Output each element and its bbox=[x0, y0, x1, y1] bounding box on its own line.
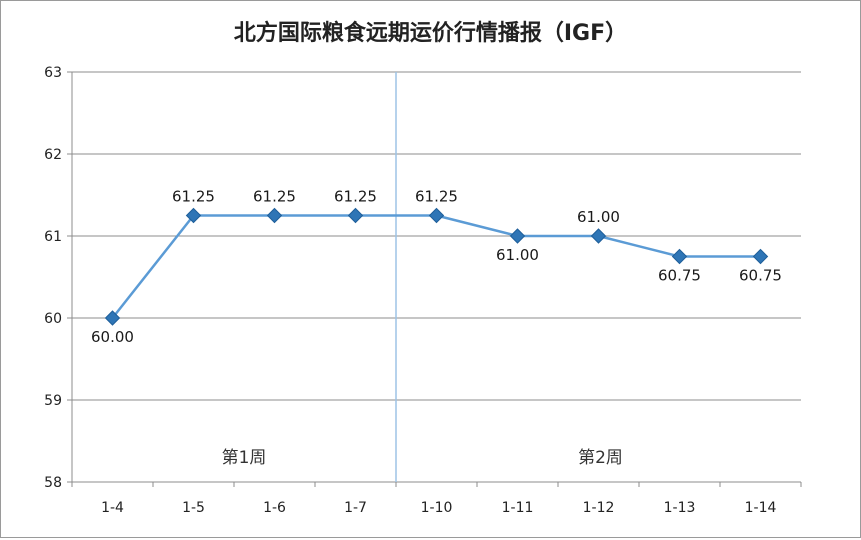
data-label-1-7: 61.25 bbox=[334, 188, 377, 206]
data-label-1-13: 60.75 bbox=[658, 267, 701, 285]
week-annotations: 第1周 第2周 bbox=[222, 448, 623, 468]
x-tick-label-1-4: 1-4 bbox=[101, 500, 124, 516]
x-tick-label-1-7: 1-7 bbox=[344, 500, 367, 516]
y-tick-label-62: 62 bbox=[44, 147, 62, 163]
data-label-1-12: 61.00 bbox=[577, 208, 620, 226]
x-axis-tick-labels: 1-4 1-5 1-6 1-7 1-10 1-11 1-12 1-13 1-14 bbox=[101, 500, 776, 516]
data-point-1-11 bbox=[509, 228, 526, 244]
week-2-label: 第2周 bbox=[578, 448, 623, 468]
y-tick-label-61: 61 bbox=[44, 229, 62, 245]
data-point-1-6 bbox=[266, 207, 283, 224]
y-axis-tick-labels: 58 59 60 61 62 63 bbox=[44, 65, 62, 491]
data-point-1-4 bbox=[104, 310, 121, 326]
x-tick-label-1-11: 1-11 bbox=[502, 500, 534, 516]
y-tick-label-63: 63 bbox=[44, 65, 62, 81]
data-label-1-14: 60.75 bbox=[739, 267, 782, 285]
x-tick-label-1-5: 1-5 bbox=[182, 500, 205, 516]
y-tick-label-59: 59 bbox=[44, 393, 62, 409]
x-tick-label-1-14: 1-14 bbox=[745, 500, 777, 516]
data-point-1-12 bbox=[590, 228, 607, 244]
data-point-1-10 bbox=[428, 207, 445, 224]
y-tick-label-60: 60 bbox=[44, 311, 62, 327]
data-point-1-5 bbox=[185, 207, 202, 224]
data-labels: 60.00 61.25 61.25 61.25 61.25 61.00 61.00 60.75… bbox=[91, 188, 782, 347]
data-point-1-7 bbox=[347, 207, 364, 224]
data-points bbox=[104, 207, 769, 326]
x-tick-label-1-13: 1-13 bbox=[664, 500, 696, 516]
data-label-1-10: 61.25 bbox=[415, 188, 458, 206]
y-tick-label-58: 58 bbox=[44, 475, 62, 491]
data-label-1-6: 61.25 bbox=[253, 188, 296, 206]
x-tick-label-1-10: 1-10 bbox=[421, 500, 453, 516]
data-label-1-11: 61.00 bbox=[496, 246, 539, 264]
grid-lines bbox=[72, 71, 801, 483]
data-point-1-13 bbox=[671, 248, 688, 265]
data-point-1-14 bbox=[752, 248, 769, 265]
axes bbox=[67, 71, 802, 487]
chart-title: 北方国际粮食远期运价行情播报（IGF） bbox=[233, 21, 628, 46]
x-tick-label-1-6: 1-6 bbox=[263, 500, 286, 516]
x-tick-label-1-12: 1-12 bbox=[583, 500, 615, 516]
data-label-1-5: 61.25 bbox=[172, 188, 215, 206]
week-1-label: 第1周 bbox=[222, 448, 267, 468]
data-label-1-4: 60.00 bbox=[91, 328, 134, 346]
